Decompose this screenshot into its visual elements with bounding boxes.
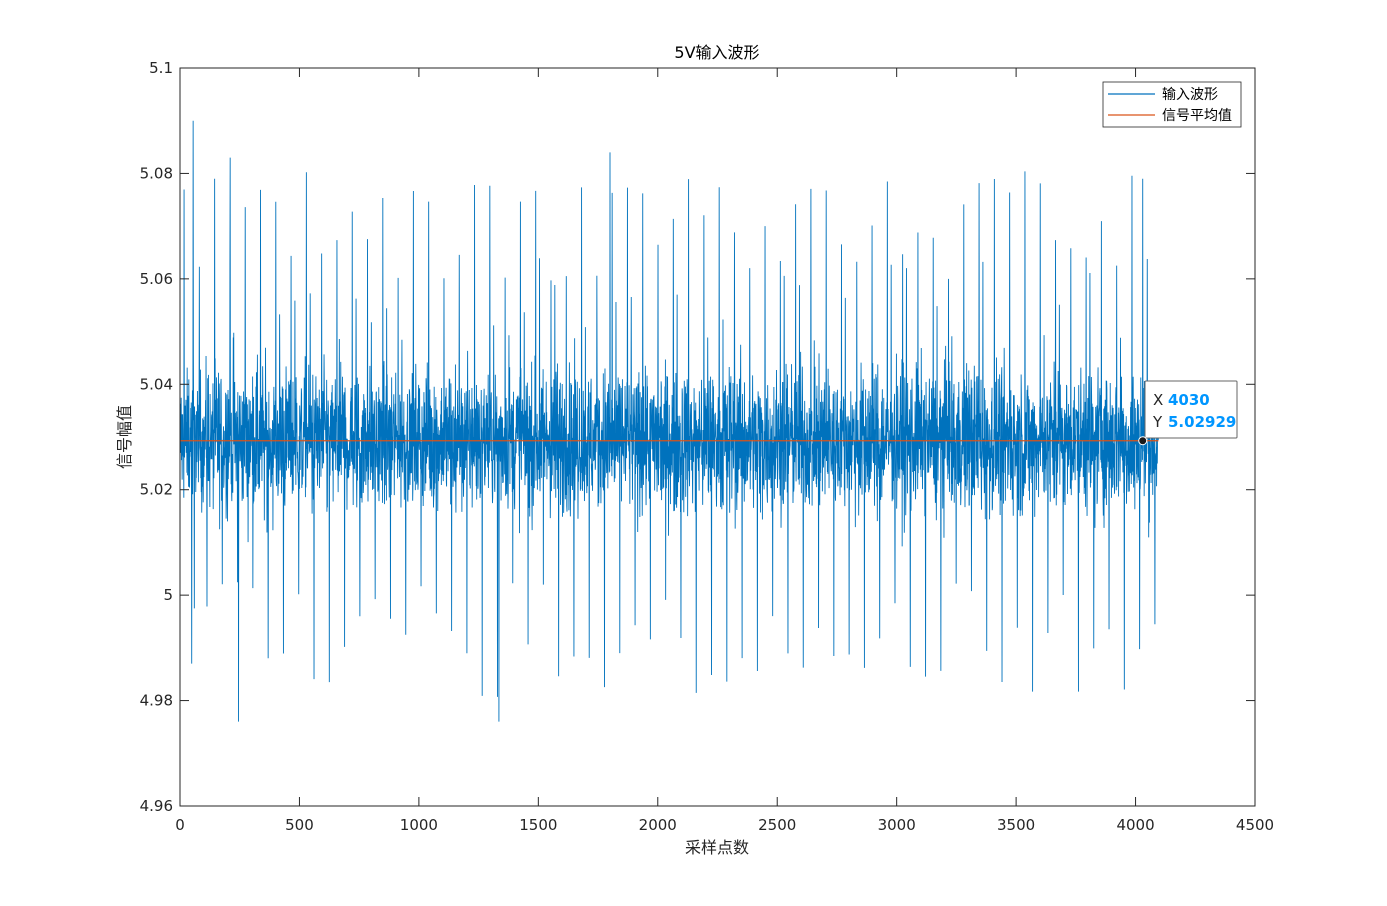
x-tick-label: 4500	[1236, 816, 1274, 834]
legend-label-mean: 信号平均值	[1162, 108, 1232, 124]
y-tick-label: 5	[163, 586, 173, 604]
y-axis-label: 信号幅值	[115, 405, 134, 469]
x-tick-label: 2500	[758, 816, 796, 834]
y-axis-ticks: 4.96 4.98 5 5.02 5.04 5.06 5.08 5.1	[140, 59, 1255, 815]
x-tick-label: 500	[285, 816, 314, 834]
x-tick-label: 3000	[878, 816, 916, 834]
y-tick-label: 5.04	[140, 375, 173, 393]
datatip-x-key: X	[1153, 391, 1163, 409]
y-tick-label: 4.98	[140, 692, 173, 710]
x-tick-label: 3500	[997, 816, 1035, 834]
datatip-y-key: Y	[1152, 413, 1163, 431]
y-tick-label: 5.1	[149, 59, 173, 77]
x-axis-label: 采样点数	[685, 838, 749, 857]
x-tick-label: 2000	[639, 816, 677, 834]
legend[interactable]: 输入波形 信号平均值	[1102, 81, 1242, 128]
x-tick-label: 0	[175, 816, 185, 834]
x-tick-label: 1000	[400, 816, 438, 834]
axes-frame	[179, 67, 1256, 807]
data-layer	[179, 120, 1159, 722]
datatip-marker[interactable]	[1138, 436, 1148, 446]
chart-title: 5V输入波形	[674, 43, 759, 62]
legend-label-waveform: 输入波形	[1162, 87, 1218, 103]
x-axis-ticks: 0 500 1000 1500 2000 2500 3000 3500 4000 4500	[175, 68, 1274, 834]
y-tick-label: 5.02	[140, 481, 173, 499]
datatip-x-value: 4030	[1168, 391, 1210, 409]
y-tick-label: 4.96	[140, 797, 173, 815]
series-waveform	[179, 120, 1159, 722]
datatip-box	[1144, 380, 1238, 439]
legend-box	[1102, 81, 1242, 128]
y-tick-label: 5.08	[140, 164, 173, 182]
y-tick-label: 5.06	[140, 270, 173, 288]
datatip[interactable]: X 4030 Y 5.02929	[1138, 380, 1238, 446]
datatip-y-value: 5.02929	[1168, 413, 1236, 431]
x-tick-label: 1500	[519, 816, 557, 834]
x-tick-label: 4000	[1116, 816, 1154, 834]
